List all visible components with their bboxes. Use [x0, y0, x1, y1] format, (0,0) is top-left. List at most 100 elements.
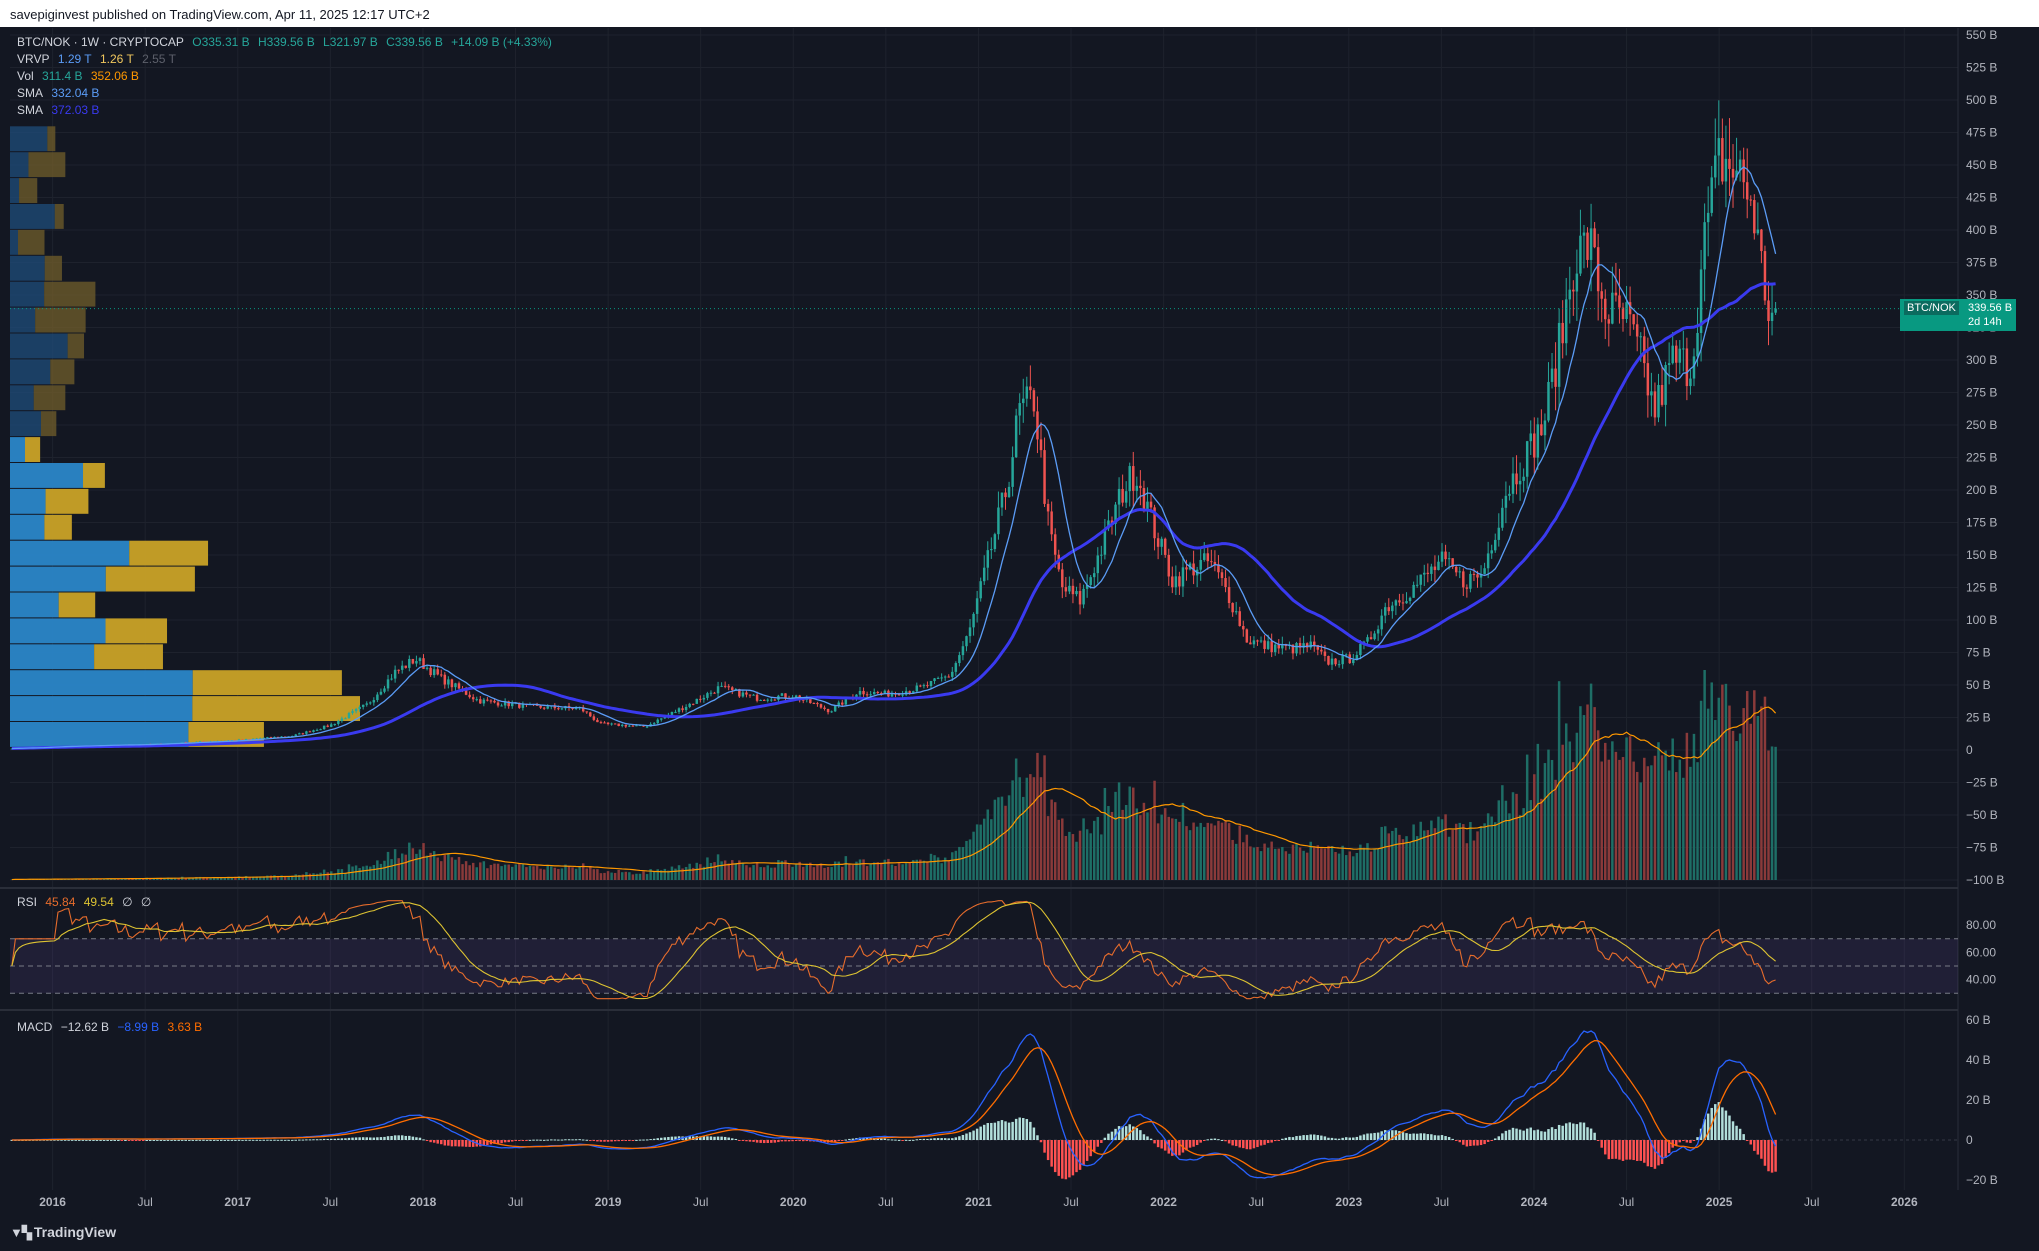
candle-body: [305, 731, 308, 734]
macd-histogram-bar: [1309, 1134, 1312, 1140]
volume-bar: [450, 857, 454, 880]
sma-legend-1[interactable]: SMA 332.04 B: [17, 86, 104, 100]
macd-histogram-bar: [216, 1139, 219, 1141]
macd-histogram-bar: [1682, 1140, 1685, 1141]
time-axis-tick: Jul: [1434, 1195, 1449, 1209]
rsi-ma-value: 49.54: [83, 895, 114, 909]
macd-histogram-bar: [156, 1139, 159, 1141]
volume-bar: [670, 866, 674, 880]
macd-histogram-bar: [837, 1140, 840, 1142]
candle-body: [1139, 485, 1142, 489]
candle-body: [1366, 637, 1369, 642]
macd-histogram-bar: [1735, 1125, 1738, 1140]
time-axis-tick: Jul: [508, 1195, 523, 1209]
volume-profile-up-bar: [10, 126, 48, 152]
candlesticks: [10, 100, 1777, 750]
volume-bar: [1071, 834, 1075, 880]
time-axis-tick: 2019: [595, 1195, 622, 1209]
candle-body: [943, 676, 947, 678]
macd-legend[interactable]: MACD −12.62 B −8.99 B 3.63 B: [17, 1020, 207, 1034]
volume-bar: [1430, 820, 1433, 880]
macd-histogram-bar: [273, 1139, 276, 1141]
candle-body: [1685, 348, 1689, 387]
volume-bar: [773, 867, 777, 880]
macd-histogram-bar: [564, 1139, 567, 1141]
macd-histogram-bar: [219, 1139, 223, 1141]
volume-bar: [351, 866, 354, 880]
vrvp-legend[interactable]: VRVP 1.29 T 1.26 T 2.55 T: [17, 52, 181, 66]
macd-histogram-bar: [330, 1138, 333, 1140]
macd-histogram-bar: [117, 1139, 120, 1141]
volume-bar: [752, 865, 755, 880]
candle-body: [951, 671, 954, 677]
candle-body: [1295, 643, 1298, 654]
candle-body: [1405, 601, 1408, 604]
candle-body: [1430, 566, 1433, 574]
macd-histogram-bar: [1107, 1133, 1110, 1140]
volume-bar: [471, 862, 475, 880]
macd-histogram-bar: [1320, 1135, 1323, 1140]
volume-bar: [177, 878, 180, 880]
volume-bar: [1295, 843, 1298, 880]
candle-body: [500, 705, 503, 707]
macd-histogram-bar: [134, 1140, 138, 1141]
macd-histogram-bar: [1362, 1134, 1366, 1140]
volume-bar: [259, 876, 262, 880]
macd-histogram-bar: [1188, 1140, 1192, 1148]
volume-bar: [1490, 816, 1493, 880]
price-axis-tick: 525 B: [1966, 61, 1997, 75]
sma-legend-2[interactable]: SMA 372.03 B: [17, 103, 104, 117]
macd-histogram-bar: [344, 1138, 347, 1140]
volume-bar: [333, 873, 337, 880]
time-axis-tick: 2020: [780, 1195, 807, 1209]
volume-bar: [184, 877, 187, 880]
macd-histogram-bar: [496, 1140, 500, 1144]
macd-histogram-bar: [1522, 1130, 1525, 1140]
macd-histogram-bar: [1206, 1139, 1210, 1141]
volume-bar: [755, 862, 759, 880]
candle-body: [1650, 391, 1653, 396]
macd-histogram-bar: [762, 1140, 766, 1144]
candle-body: [1572, 289, 1575, 292]
candle-body: [1171, 576, 1174, 588]
volume-bar: [663, 868, 667, 880]
volume-bar: [645, 874, 649, 880]
candle-body: [1604, 298, 1607, 320]
candle-body: [1387, 607, 1391, 612]
volume-bar: [965, 840, 968, 880]
candle-body: [731, 687, 734, 690]
volume-bar: [667, 870, 670, 880]
volume-bar: [1494, 822, 1497, 880]
candle-body: [383, 688, 386, 692]
candle-body: [1167, 554, 1171, 577]
volume-bar: [631, 874, 635, 880]
macd-histogram-bar: [369, 1137, 372, 1140]
vrvp-value-3: 2.55 T: [142, 52, 176, 66]
macd-histogram-bar: [993, 1122, 997, 1140]
rsi-legend[interactable]: RSI 45.84 49.54 ∅ ∅: [17, 895, 156, 909]
volume-bar: [1203, 827, 1206, 880]
macd-histogram-bar: [1124, 1126, 1128, 1140]
macd-histogram-bar: [1561, 1125, 1564, 1140]
indicator-lines: [10, 166, 1958, 751]
tradingview-logo[interactable]: ▼▚ TradingView: [10, 1224, 116, 1241]
vol-legend[interactable]: Vol 311.4 B 352.06 B: [17, 69, 144, 83]
volume-bar: [482, 861, 486, 880]
candle-body: [521, 703, 525, 708]
volume-bar: [904, 863, 908, 880]
volume-bar: [1291, 844, 1295, 880]
volume-bar: [489, 864, 493, 880]
candle-body: [1227, 587, 1231, 604]
volume-bar: [1022, 796, 1025, 880]
macd-histogram-bar: [919, 1139, 922, 1141]
macd-histogram-bar: [1156, 1140, 1160, 1148]
macd-histogram-bar: [99, 1139, 102, 1141]
volume-bar: [1540, 798, 1543, 880]
candle-body: [1394, 600, 1398, 606]
volume-bar: [1259, 851, 1263, 880]
volume-bar: [383, 860, 386, 880]
candle-body: [1316, 645, 1320, 650]
price-tag-symbol: BTC/NOK: [1904, 301, 1959, 315]
volume-bar: [649, 869, 652, 880]
